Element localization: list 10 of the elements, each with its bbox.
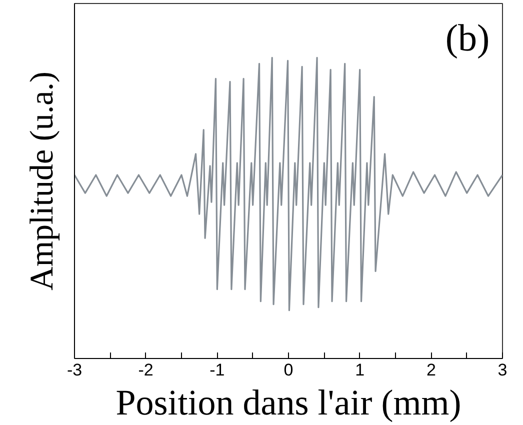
x-tick-label: -3 (66, 360, 82, 380)
x-axis-title: Position dans l'air (mm) (116, 382, 462, 422)
x-tick-label: 2 (426, 360, 436, 380)
annotation: (b) (445, 18, 490, 60)
x-tick-label: -1 (210, 360, 225, 380)
y-axis-title: Amplitude (u.a.) (24, 71, 60, 291)
x-tick-label: 3 (498, 360, 508, 380)
x-tick-label: -2 (138, 360, 154, 380)
x-tick-label: 0 (284, 360, 294, 380)
x-tick-label: 1 (355, 360, 365, 380)
